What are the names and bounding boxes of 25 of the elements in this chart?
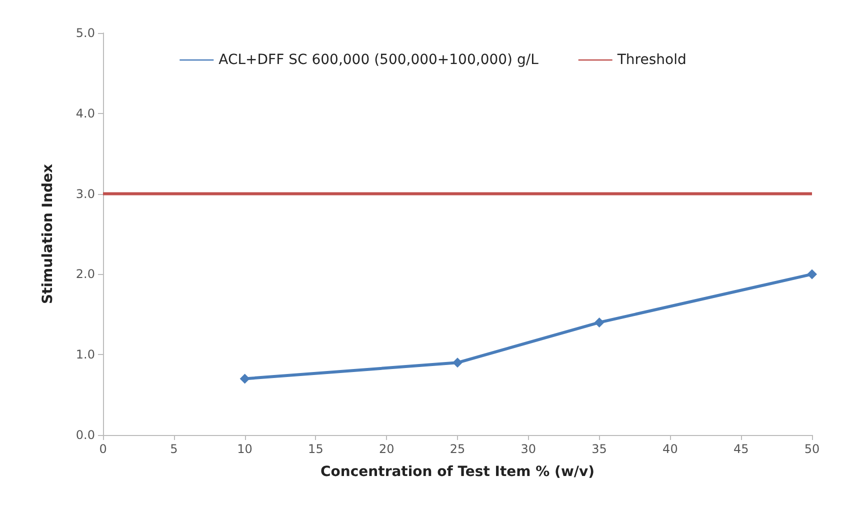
x-tick-label: 15 <box>308 442 324 456</box>
x-tick-label: 20 <box>378 442 394 456</box>
point <box>240 374 250 384</box>
x-tick-label: 0 <box>99 442 107 456</box>
point <box>452 358 462 368</box>
legend-label: Threshold <box>616 52 686 68</box>
x-tick-label: 5 <box>170 442 178 456</box>
y-tick-label: 3.0 <box>76 186 95 201</box>
y-tick-label: 5.0 <box>76 26 95 40</box>
point <box>594 317 604 328</box>
x-tick-label: 25 <box>450 442 466 456</box>
x-tick-label: 50 <box>804 442 820 456</box>
x-tick-label: 30 <box>520 442 536 456</box>
x-tick-label: 45 <box>733 442 749 456</box>
y-tick-label: 4.0 <box>76 106 95 120</box>
y-tick-label: 1.0 <box>76 348 95 362</box>
y-tick-label: 2.0 <box>76 267 95 282</box>
y-tick-label: 0.0 <box>76 428 95 442</box>
x-axis-title: Concentration of Test Item % (w/v) <box>320 464 595 480</box>
x-tick-label: 35 <box>592 442 607 456</box>
point <box>807 269 817 280</box>
x-tick-label: 10 <box>237 442 252 456</box>
legend-label: ACL+DFF SC 600,000 (500,000+100,000) g/L <box>218 52 539 68</box>
x-tick-label: 40 <box>662 442 678 456</box>
y-axis-title: Stimulation Index <box>40 164 56 304</box>
